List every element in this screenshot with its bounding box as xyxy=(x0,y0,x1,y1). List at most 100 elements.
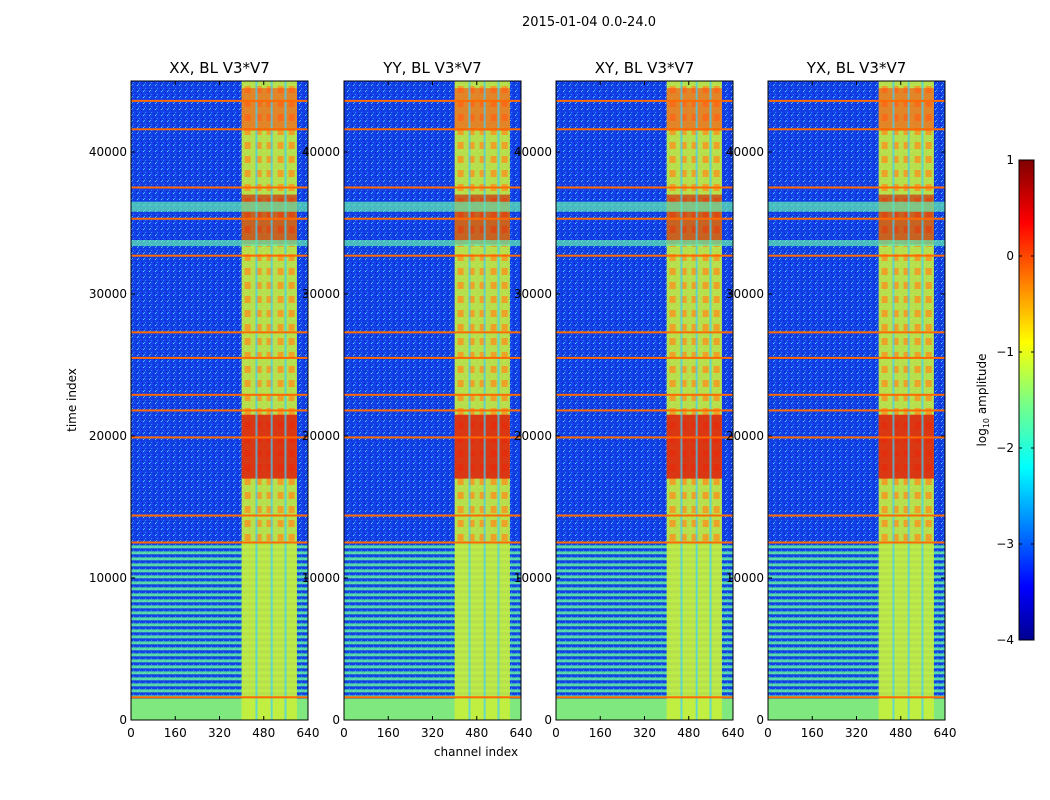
column-speckle xyxy=(914,394,921,401)
band-stripe xyxy=(768,683,945,687)
column-speckle xyxy=(892,170,899,177)
band-stripe xyxy=(131,635,308,639)
column-speckle xyxy=(266,534,273,541)
band-stripe xyxy=(344,653,521,657)
column-speckle xyxy=(691,492,698,499)
column-speckle xyxy=(903,268,910,275)
column-speckle xyxy=(892,324,899,331)
rfi-row xyxy=(556,331,733,334)
column-speckle xyxy=(925,352,932,359)
column-speckle xyxy=(266,352,273,359)
column-speckle xyxy=(702,142,709,149)
band-stripe xyxy=(556,581,733,585)
band-stripe xyxy=(131,653,308,657)
y-tick-label: 20000 xyxy=(514,429,552,443)
rfi-row xyxy=(768,409,945,412)
band-stripe xyxy=(768,677,945,681)
column-speckle xyxy=(468,254,475,261)
column-speckle xyxy=(266,128,273,135)
column-speckle xyxy=(881,478,888,485)
column-speckle xyxy=(892,156,899,163)
band-stripe xyxy=(131,569,308,573)
x-tick-label: 640 xyxy=(297,726,320,740)
column-speckle xyxy=(468,506,475,513)
upper-bright-region xyxy=(241,88,297,131)
column-speckle xyxy=(468,142,475,149)
column-speckle xyxy=(669,338,676,345)
column-speckle xyxy=(479,128,486,135)
column-speckle xyxy=(277,142,284,149)
channel-gap-line xyxy=(892,81,895,720)
column-speckle xyxy=(892,408,899,415)
column-speckle xyxy=(490,282,497,289)
column-speckle xyxy=(266,408,273,415)
column-speckle xyxy=(669,506,676,513)
band-stripe xyxy=(556,563,733,567)
column-speckle xyxy=(244,534,251,541)
rfi-row xyxy=(344,356,521,359)
column-speckle xyxy=(501,408,508,415)
band-stripe xyxy=(344,599,521,603)
column-speckle xyxy=(691,506,698,513)
column-speckle xyxy=(702,380,709,387)
column-speckle xyxy=(903,296,910,303)
column-speckle xyxy=(277,324,284,331)
column-speckle xyxy=(479,142,486,149)
column-speckle xyxy=(881,408,888,415)
panel-title: YY, BL V3*V7 xyxy=(382,59,481,77)
column-speckle xyxy=(702,156,709,163)
band-stripe xyxy=(556,617,733,621)
column-speckle xyxy=(892,282,899,289)
colorbar-tick-label: −3 xyxy=(996,537,1014,551)
colorbar-gradient xyxy=(1018,159,1035,641)
column-speckle xyxy=(457,128,464,135)
x-tick-label: 320 xyxy=(633,726,656,740)
rfi-row xyxy=(344,128,521,131)
upper-bright-region xyxy=(666,88,722,131)
colorbar-label-main: log xyxy=(975,428,989,446)
rfi-row xyxy=(344,331,521,334)
column-speckle xyxy=(903,408,910,415)
column-speckle xyxy=(925,520,932,527)
column-speckle xyxy=(501,520,508,527)
column-speckle xyxy=(266,324,273,331)
column-speckle xyxy=(277,492,284,499)
column-speckle xyxy=(277,338,284,345)
column-speckle xyxy=(479,478,486,485)
column-speckle xyxy=(903,352,910,359)
rfi-row xyxy=(131,356,308,359)
column-speckle xyxy=(266,394,273,401)
column-speckle xyxy=(691,296,698,303)
column-speckle xyxy=(914,408,921,415)
column-speckle xyxy=(925,254,932,261)
upper-green-band xyxy=(344,240,521,247)
y-tick-label: 20000 xyxy=(726,429,764,443)
band-stripe xyxy=(344,641,521,645)
column-speckle xyxy=(468,394,475,401)
column-speckle xyxy=(490,394,497,401)
column-speckle xyxy=(266,156,273,163)
column-speckle xyxy=(277,128,284,135)
column-speckle xyxy=(925,534,932,541)
rfi-row xyxy=(768,436,945,439)
column-speckle xyxy=(881,506,888,513)
column-speckle xyxy=(680,268,687,275)
column-speckle xyxy=(903,282,910,289)
rfi-row xyxy=(768,393,945,396)
column-speckle xyxy=(903,380,910,387)
column-speckle xyxy=(244,282,251,289)
rfi-row xyxy=(344,409,521,412)
band-stripe xyxy=(344,569,521,573)
column-speckle xyxy=(680,408,687,415)
rfi-row xyxy=(556,436,733,439)
column-speckle xyxy=(288,520,295,527)
column-speckle xyxy=(490,408,497,415)
column-speckle xyxy=(691,128,698,135)
band-stripe xyxy=(131,545,308,549)
column-speckle xyxy=(277,408,284,415)
column-speckle xyxy=(266,478,273,485)
channel-gap-line xyxy=(270,81,273,720)
column-speckle xyxy=(288,128,295,135)
panel-1: YY, BL V3*V7 0 160 320 480 640 0 10000 20000 3000… xyxy=(302,59,533,740)
column-speckle xyxy=(266,296,273,303)
